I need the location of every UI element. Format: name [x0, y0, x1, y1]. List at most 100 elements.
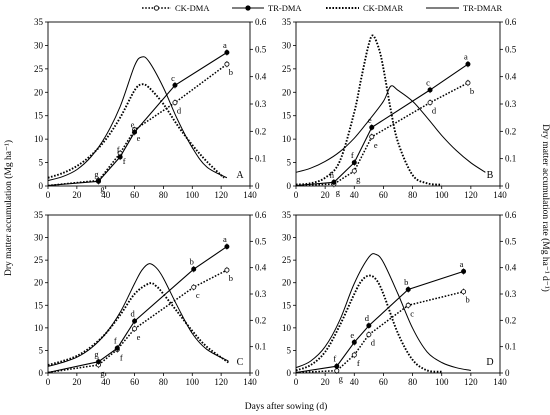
panel-letter: B	[487, 170, 494, 181]
x-tick-label: 60	[379, 190, 389, 200]
x-tick-label: 80	[408, 377, 418, 387]
significance-label: g	[339, 374, 344, 384]
y-left-tick-label: 30	[282, 40, 292, 50]
y-left-tick-label: 10	[34, 134, 44, 144]
data-point-tr-dma	[405, 286, 411, 292]
x-tick-label: 120	[464, 190, 478, 200]
legend-marker-tr-dma	[245, 5, 251, 11]
x-tick-label: 100	[186, 190, 200, 200]
y-left-tick-label: 5	[39, 158, 44, 168]
data-point-tr-dma	[427, 87, 433, 93]
significance-label: g	[94, 349, 99, 359]
x-tick-label: 140	[493, 190, 507, 200]
y-left-tick-label: 10	[282, 323, 292, 333]
significance-label: f	[357, 358, 360, 368]
data-point-ck-dma	[461, 289, 467, 295]
significance-label: g	[336, 187, 341, 197]
y-right-tick-label: 0.6	[505, 17, 517, 27]
x-tick-label: 120	[214, 377, 228, 387]
y-left-tick-label: 30	[34, 40, 44, 50]
y-right-tick-label: 0.1	[255, 154, 266, 164]
y-right-tick-label: 0.3	[255, 289, 267, 299]
significance-label: e	[374, 140, 378, 150]
y-right-tick-label: 0.5	[505, 236, 517, 246]
x-tick-label: 40	[101, 377, 111, 387]
series-line-tr-dmar	[47, 263, 229, 367]
data-point-ck-dma	[224, 267, 230, 273]
y-axis-left-label: Dry matter accumulation (Mg ha⁻¹)	[3, 140, 14, 276]
y-left-tick-label: 0	[287, 368, 292, 378]
x-tick-label: 0	[294, 377, 299, 387]
data-point-tr-dma	[96, 359, 102, 365]
legend-label-ck-dma: CK-DMA	[175, 3, 210, 13]
x-tick-label: 40	[350, 377, 360, 387]
significance-label: a	[223, 234, 227, 244]
data-point-tr-dma	[114, 345, 120, 351]
significance-label: b	[404, 277, 408, 287]
y-right-tick-label: 0.5	[505, 44, 517, 54]
panel-a: 0 20 40 60 80 100 120 1400510152025303500.10.20…	[34, 17, 267, 200]
significance-label: g	[356, 174, 361, 184]
x-tick-label: 20	[321, 377, 331, 387]
series-line-ck-dmar	[295, 34, 442, 186]
legend-label-ck-dmar: CK-DMAR	[363, 3, 403, 13]
x-tick-label: 20	[321, 190, 331, 200]
series-line-tr-dmar	[47, 56, 228, 181]
panel-letter: C	[237, 357, 244, 368]
significance-label: d	[365, 313, 370, 323]
panel-letter: D	[486, 357, 493, 368]
x-tick-label: 80	[159, 190, 169, 200]
y-left-tick-label: 35	[34, 17, 44, 27]
significance-label: d	[432, 106, 437, 116]
x-tick-label: 60	[130, 377, 140, 387]
significance-label: c	[171, 73, 175, 83]
y-left-tick-label: 20	[34, 87, 44, 97]
data-point-ck-dma	[172, 100, 178, 106]
y-left-tick-label: 20	[34, 278, 44, 288]
y-right-tick-label: 0.2	[255, 315, 266, 325]
legend-marker-ck-dma	[153, 5, 160, 11]
y-left-tick-label: 30	[282, 233, 292, 243]
y-right-tick-label: 0.2	[255, 126, 266, 136]
y-left-tick-label: 35	[34, 210, 44, 220]
series-line-ck-dma	[295, 82, 469, 187]
x-tick-label: 60	[379, 377, 389, 387]
significance-label: b	[229, 273, 233, 283]
x-tick-label: 100	[186, 377, 200, 387]
data-point-ck-dma	[132, 326, 138, 332]
significance-label: f	[120, 353, 123, 363]
y-left-tick-label: 15	[282, 111, 292, 121]
x-tick-label: 40	[350, 190, 360, 200]
x-axis-label: Days after sowing (d)	[245, 401, 328, 412]
y-right-tick-label: 0.4	[505, 263, 517, 273]
y-left-tick-label: 15	[34, 111, 44, 121]
significance-label: c	[196, 290, 200, 300]
y-left-tick-label: 0	[39, 368, 44, 378]
x-tick-label: 0	[46, 190, 51, 200]
y-left-tick-label: 5	[39, 345, 44, 355]
data-point-tr-dma	[96, 178, 102, 184]
y-right-tick-label: 0.3	[505, 289, 517, 299]
x-tick-label: 140	[493, 377, 507, 387]
y-right-tick-label: 0.5	[255, 236, 267, 246]
data-point-tr-dma	[191, 266, 197, 272]
significance-label: c	[410, 308, 414, 318]
y-right-tick-label: 0	[505, 181, 510, 191]
x-tick-label: 100	[435, 190, 449, 200]
y-left-tick-label: 35	[282, 17, 292, 27]
data-point-ck-dma	[427, 100, 433, 106]
data-point-tr-dma	[132, 318, 138, 324]
y-left-tick-label: 5	[287, 345, 292, 355]
series-line-ck-dmar	[295, 274, 442, 373]
series-line-tr-dmar	[295, 253, 471, 371]
x-tick-label: 140	[243, 190, 257, 200]
x-tick-label: 120	[464, 377, 478, 387]
y-left-tick-label: 25	[34, 64, 44, 74]
series-line-tr-dma	[47, 246, 228, 374]
data-point-tr-dma	[331, 179, 337, 185]
y-left-tick-label: 25	[282, 255, 292, 265]
data-point-tr-dma	[366, 323, 372, 329]
y-left-tick-label: 20	[282, 278, 292, 288]
significance-label: f	[123, 156, 126, 166]
series-line-ck-dma	[47, 269, 228, 374]
